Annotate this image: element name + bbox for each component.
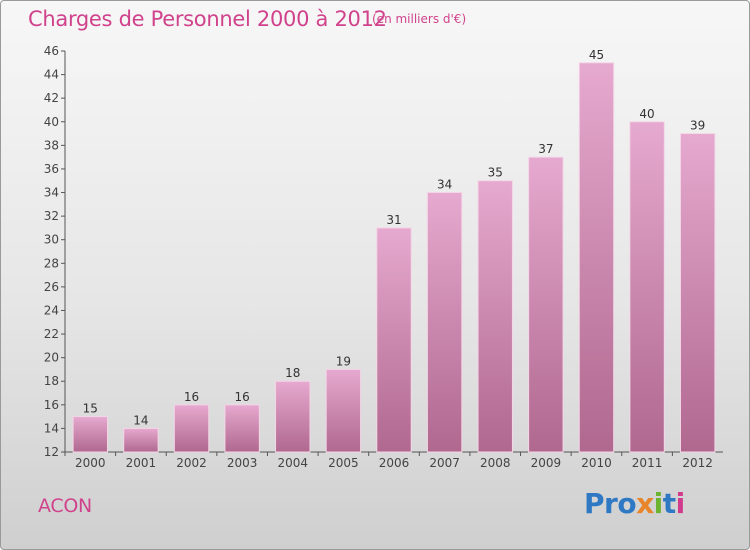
bar <box>72 416 109 453</box>
y-tick-label: 24 <box>44 303 59 317</box>
bar-value-label: 16 <box>184 390 199 404</box>
bar <box>123 427 159 453</box>
y-tick-label: 34 <box>44 186 59 200</box>
bar-value-label: 19 <box>336 354 351 368</box>
commune-name: ACON <box>38 495 92 517</box>
y-tick-label: 32 <box>44 209 59 223</box>
bar-value-label: 14 <box>133 413 148 427</box>
bar <box>679 133 716 453</box>
chart-title: Charges de Personnel 2000 à 2012 <box>28 7 387 31</box>
chart-unit: (en milliers d'€) <box>372 12 467 26</box>
data-labels: 15 14 16 16 18 19 31 34 35 37 45 40 39 <box>83 48 706 428</box>
bar <box>275 380 311 453</box>
y-tick-label: 20 <box>44 351 59 365</box>
y-tick-label: 40 <box>44 115 59 129</box>
x-tick-label: 2002 <box>176 456 207 470</box>
x-tick-label: 2008 <box>480 456 511 470</box>
bar <box>376 227 412 453</box>
y-tick-label: 16 <box>44 398 59 412</box>
bar <box>578 62 615 453</box>
y-tick-label: 30 <box>44 233 59 247</box>
logo-part: t <box>662 487 676 520</box>
x-tick-label: 2006 <box>379 456 410 470</box>
y-tick-label: 44 <box>44 68 59 82</box>
bar-value-label: 31 <box>386 213 401 227</box>
x-tick-label: 2005 <box>328 456 359 470</box>
y-tick-label: 18 <box>44 374 59 388</box>
y-tick-label: 36 <box>44 162 59 176</box>
x-tick-label: 2010 <box>581 456 612 470</box>
bar-value-label: 15 <box>83 402 98 416</box>
y-tick-label: 46 <box>44 44 59 58</box>
bar-value-label: 37 <box>538 142 553 156</box>
x-tick-label: 2011 <box>632 456 663 470</box>
x-tick-label: 2012 <box>682 456 713 470</box>
y-tick-label: 12 <box>44 445 59 459</box>
bar <box>528 156 564 453</box>
x-tick-label: 2003 <box>227 456 258 470</box>
bar <box>224 404 260 453</box>
y-axis: 12 14 16 18 20 22 24 26 28 30 32 34 36 38 40 42 44 46 <box>44 44 66 459</box>
bar <box>629 121 665 453</box>
x-tick-label: 2000 <box>75 456 106 470</box>
logo-part: i <box>675 487 686 520</box>
bar-value-label: 39 <box>690 119 705 133</box>
logo-part: x <box>636 487 654 520</box>
y-tick-label: 14 <box>44 421 59 435</box>
y-tick-label: 42 <box>44 91 59 105</box>
bar-value-label: 40 <box>639 107 654 121</box>
bar <box>477 180 513 453</box>
bar <box>173 404 210 453</box>
y-tick-label: 22 <box>44 327 59 341</box>
x-tick-label: 2001 <box>126 456 157 470</box>
logo-part: i <box>653 487 664 520</box>
logo-part: Pro <box>584 487 637 520</box>
bar-value-label: 34 <box>437 178 452 192</box>
bar-value-label: 45 <box>589 48 604 62</box>
bar-series <box>72 62 716 453</box>
x-tick-label: 2004 <box>277 456 308 470</box>
bar-value-label: 35 <box>488 166 503 180</box>
bar <box>325 368 362 453</box>
x-tick-label: 2009 <box>531 456 562 470</box>
bar-value-label: 16 <box>235 390 250 404</box>
proxiti-logo[interactable]: Proxiti <box>584 487 685 520</box>
x-tick-label: 2007 <box>429 456 460 470</box>
y-tick-label: 26 <box>44 280 59 294</box>
y-tick-label: 38 <box>44 138 59 152</box>
y-tick-label: 28 <box>44 256 59 270</box>
bar <box>426 192 463 453</box>
bar-value-label: 18 <box>285 366 300 380</box>
x-axis: 2000 2001 2002 2003 2004 2005 2006 2007 2008 2009… <box>64 451 723 470</box>
